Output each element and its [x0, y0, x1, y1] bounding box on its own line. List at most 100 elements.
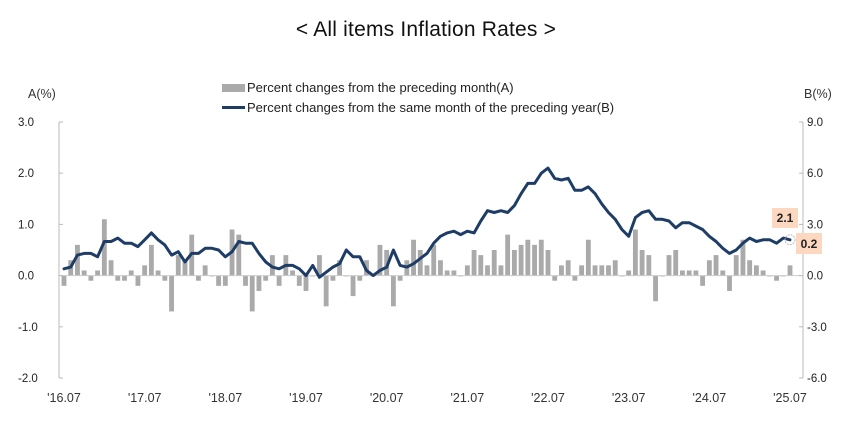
bar-monthly [478, 255, 484, 276]
bar-monthly [88, 275, 94, 281]
bar-monthly [606, 265, 611, 276]
x-tick-label: '21.07 [450, 391, 484, 405]
right-tick-label: 0.0 [807, 271, 823, 283]
bar-monthly [498, 265, 504, 276]
bar-monthly [753, 265, 759, 276]
bar-series-monthly [61, 219, 793, 312]
bar-monthly [680, 270, 685, 276]
bar-monthly [330, 275, 336, 281]
bar-monthly [686, 270, 692, 276]
bar-monthly [263, 275, 269, 281]
bar-monthly [296, 275, 302, 286]
bar-monthly [323, 275, 329, 307]
chart-title: < All items Inflation Rates > [295, 18, 557, 41]
bar-monthly [101, 219, 107, 276]
callout-box-yearly [772, 208, 798, 228]
callout-label-yearly: 2.1 [777, 211, 794, 225]
right-tick-label: 9.0 [807, 117, 823, 129]
bar-monthly [572, 275, 578, 281]
bar-monthly [491, 250, 497, 276]
x-tick-label: '25.07 [773, 391, 807, 405]
bar-monthly [411, 239, 416, 276]
bar-monthly [290, 270, 295, 276]
x-tick-label: '18.07 [208, 391, 242, 405]
axes: 3.0 2.0 1.0 0.0 -1.0 -2.0 9.0 6.0 3.0 0.0 -3.0 -6.0… [18, 117, 827, 405]
bar-monthly [243, 275, 248, 286]
bar-monthly [169, 275, 174, 312]
left-tick-label: 3.0 [18, 117, 34, 129]
bar-monthly [337, 260, 343, 276]
bar-monthly [350, 275, 356, 297]
bar-monthly [142, 265, 148, 276]
bar-monthly [222, 275, 228, 286]
legend-bar-swatch-icon [222, 83, 245, 92]
bar-monthly [552, 275, 558, 281]
legend-line-swatch-icon [222, 106, 245, 109]
bar-monthly [148, 244, 154, 276]
bar-monthly [727, 275, 732, 291]
bar-monthly [632, 229, 638, 276]
bar-monthly [585, 239, 591, 276]
bar-monthly [612, 260, 618, 276]
bar-monthly [518, 244, 524, 276]
bar-monthly [485, 265, 490, 276]
legend-item-monthly: Percent changes from the preceding month… [222, 80, 514, 95]
bar-monthly [249, 275, 255, 312]
bar-monthly [760, 270, 766, 276]
bar-monthly [424, 265, 430, 276]
left-tick-label: 0.0 [18, 271, 34, 283]
x-tick-label: '24.07 [692, 391, 726, 405]
bar-monthly [666, 255, 672, 276]
bar-monthly [75, 244, 80, 276]
bar-monthly [545, 250, 551, 276]
bar-monthly [256, 275, 262, 291]
bar-monthly [787, 265, 793, 276]
bar-monthly [216, 275, 222, 286]
bar-monthly [538, 239, 544, 276]
x-tick-label: '20.07 [370, 391, 404, 405]
bar-monthly [464, 265, 470, 276]
bar-monthly [646, 255, 652, 276]
bar-monthly [155, 270, 161, 276]
bar-monthly [706, 260, 712, 276]
right-tick-label: -6.0 [807, 373, 827, 385]
bar-monthly [532, 244, 537, 276]
right-tick-label: 6.0 [807, 168, 823, 180]
bar-monthly [202, 265, 208, 276]
bar-monthly [384, 250, 390, 276]
x-tick-label: '19.07 [289, 391, 323, 405]
bar-monthly [747, 260, 753, 276]
right-axis-unit-label: B(%) [804, 87, 832, 101]
bar-monthly [653, 275, 658, 302]
bar-monthly [740, 239, 746, 276]
bar-monthly [626, 270, 632, 276]
bar-monthly [451, 270, 457, 276]
bar-monthly [438, 260, 443, 276]
bar-monthly [303, 275, 309, 291]
x-tick-label: '16.07 [47, 391, 81, 405]
bar-monthly [525, 239, 531, 276]
legend-item-yearly: Percent changes from the same month of t… [222, 100, 614, 115]
bar-monthly [505, 234, 511, 276]
bar-monthly [720, 270, 726, 276]
bar-monthly [592, 265, 598, 276]
bar-monthly [122, 275, 127, 281]
left-tick-label: -1.0 [18, 322, 38, 334]
bar-monthly [693, 270, 699, 276]
bar-monthly [444, 270, 450, 276]
bar-monthly [377, 244, 383, 276]
bar-monthly [317, 255, 322, 276]
bar-monthly [579, 265, 585, 276]
bar-monthly [599, 265, 605, 276]
bar-monthly [713, 255, 719, 276]
bar-monthly [733, 255, 739, 276]
bar-monthly [196, 275, 201, 281]
bar-monthly [276, 275, 282, 286]
bar-monthly [471, 250, 477, 276]
right-tick-label: -3.0 [807, 322, 827, 334]
bar-monthly [559, 265, 564, 276]
bar-monthly [700, 275, 706, 286]
bar-monthly [397, 275, 403, 281]
bar-monthly [357, 275, 363, 281]
